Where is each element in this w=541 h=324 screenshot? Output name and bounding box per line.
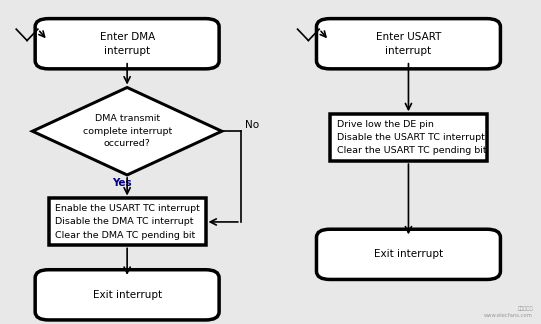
Text: Exit interrupt: Exit interrupt	[93, 290, 162, 300]
Text: Enter DMA
interrupt: Enter DMA interrupt	[100, 32, 155, 56]
FancyBboxPatch shape	[35, 18, 219, 69]
Bar	[49, 198, 206, 246]
Text: No: No	[245, 120, 259, 130]
Text: Enable the USART TC interrupt
Disable the DMA TC interrupt
Clear the DMA TC pend: Enable the USART TC interrupt Disable th…	[55, 204, 200, 240]
Polygon shape	[32, 87, 222, 175]
Text: DMA transmit
complete interrupt
occurred?: DMA transmit complete interrupt occurred…	[83, 114, 171, 148]
Text: Yes: Yes	[112, 178, 131, 188]
FancyBboxPatch shape	[35, 270, 219, 320]
FancyBboxPatch shape	[316, 229, 500, 279]
Text: Exit interrupt: Exit interrupt	[374, 249, 443, 259]
Text: Drive low the DE pin
Disable the USART TC interrupt
Clear the USART TC pending b: Drive low the DE pin Disable the USART T…	[337, 120, 486, 156]
Text: Enter USART
interrupt: Enter USART interrupt	[376, 32, 441, 56]
Bar	[330, 114, 487, 161]
FancyBboxPatch shape	[316, 18, 500, 69]
Text: 电子发烧友
www.elecfans.com: 电子发烧友 www.elecfans.com	[484, 306, 533, 318]
